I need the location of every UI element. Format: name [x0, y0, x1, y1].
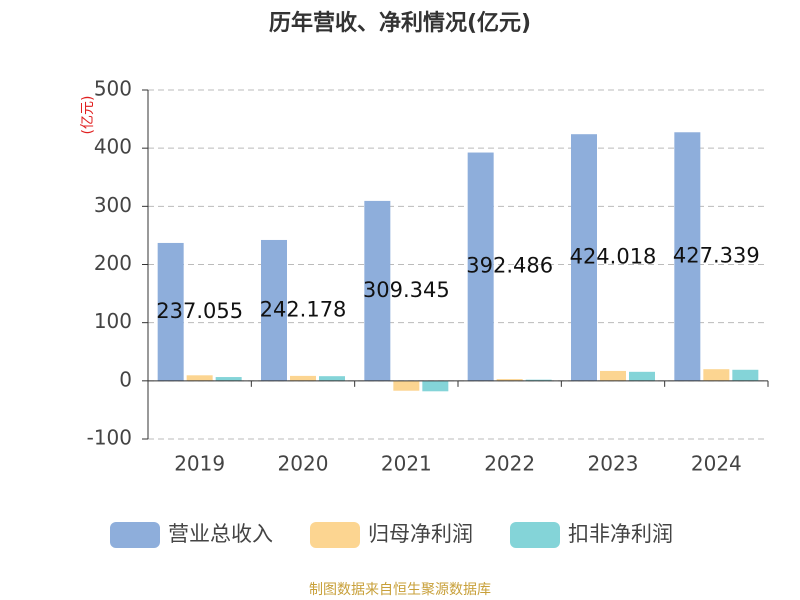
y-tick-label: 0	[119, 367, 132, 391]
bar	[215, 377, 242, 381]
bar	[467, 152, 494, 381]
bar	[186, 375, 213, 381]
legend-swatch	[110, 522, 160, 548]
source-note: 制图数据来自恒生聚源数据库	[309, 582, 491, 598]
legend-swatch	[310, 522, 360, 548]
y-unit: (亿元)	[80, 96, 96, 135]
bar	[629, 371, 655, 381]
x-tick-label: 2021	[381, 452, 432, 476]
legend-swatch	[510, 522, 560, 548]
x-tick-label: 2024	[691, 452, 742, 476]
x-tick-label: 2019	[174, 452, 225, 476]
x-tick-label: 2022	[484, 452, 535, 476]
bar	[732, 369, 759, 381]
y-tick-label: 300	[94, 193, 132, 217]
bar	[674, 132, 701, 381]
bar	[261, 239, 287, 381]
chart-title: 历年营收、净利情况(亿元)	[269, 10, 531, 36]
bar	[319, 376, 345, 381]
bar	[571, 134, 597, 381]
value-label: 237.055	[156, 299, 243, 323]
legend-label: 营业总收入	[168, 522, 273, 546]
bar	[600, 370, 626, 381]
bar	[703, 369, 730, 381]
y-tick-label: 400	[94, 135, 132, 159]
bar	[364, 200, 391, 381]
bar	[496, 379, 523, 381]
legend-label: 归母净利润	[368, 522, 473, 546]
x-tick-label: 2023	[588, 452, 639, 476]
y-tick-label: 200	[94, 251, 132, 275]
value-label: 242.178	[260, 297, 347, 321]
value-label: 424.018	[570, 245, 657, 269]
y-tick-label: 100	[94, 309, 132, 333]
bar	[393, 380, 420, 391]
bar	[290, 375, 316, 381]
y-tick-label: -100	[87, 426, 132, 450]
value-label: 309.345	[363, 278, 450, 302]
y-tick-label: 500	[94, 77, 132, 101]
value-label: 392.486	[466, 254, 553, 278]
value-label: 427.339	[673, 244, 760, 268]
bar	[525, 379, 552, 381]
x-tick-label: 2020	[278, 452, 329, 476]
bar	[422, 380, 449, 392]
legend-label: 扣非净利润	[568, 522, 673, 546]
bar	[157, 242, 184, 381]
